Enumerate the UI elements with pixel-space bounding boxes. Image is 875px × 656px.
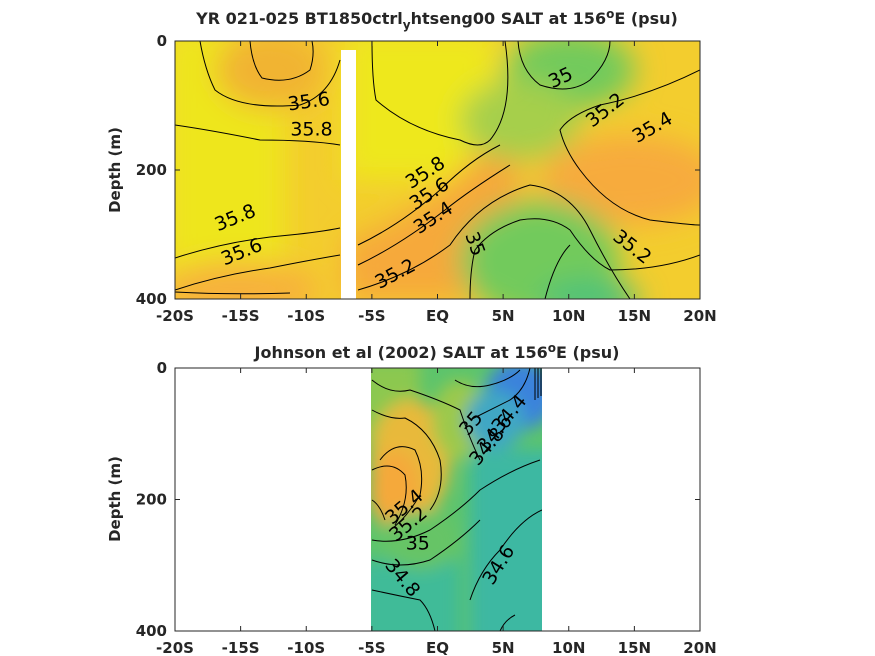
top-y-axis-label: Depth (m) bbox=[106, 127, 124, 213]
top-panel: YR 021-025 BT1850ctrlyhtseng00 SALT at 1… bbox=[106, 7, 717, 325]
x-tick-label: -20S bbox=[156, 307, 194, 325]
y-tick-label: 0 bbox=[157, 32, 167, 50]
x-tick-label: -5S bbox=[358, 307, 385, 325]
y-tick-label: 400 bbox=[136, 290, 167, 308]
bottom-salinity-field bbox=[371, 368, 542, 631]
y-tick-label: 0 bbox=[157, 359, 167, 377]
x-tick-label: 20N bbox=[683, 639, 716, 656]
bottom-contour-lines bbox=[371, 368, 542, 631]
x-tick-label: 10N bbox=[552, 639, 585, 656]
contour-label: 35.8 bbox=[290, 119, 332, 141]
x-tick-label: 15N bbox=[618, 639, 651, 656]
top-x-axis: -20S -15S -10S -5S EQ 5N 10N 15N 20N bbox=[156, 41, 717, 325]
bottom-panel: Johnson et al (2002) SALT at 156oE (psu) bbox=[106, 341, 717, 656]
x-tick-label: EQ bbox=[426, 639, 449, 656]
x-tick-label: EQ bbox=[426, 307, 449, 325]
contour-label: 35 bbox=[406, 533, 430, 555]
x-tick-label: -15S bbox=[222, 307, 260, 325]
x-tick-label: 20N bbox=[683, 307, 716, 325]
x-tick-label: 15N bbox=[618, 307, 651, 325]
top-contour-lines bbox=[175, 41, 700, 299]
y-tick-label: 200 bbox=[136, 161, 167, 179]
y-tick-label: 400 bbox=[136, 622, 167, 640]
bottom-y-axis-label: Depth (m) bbox=[106, 456, 124, 542]
top-data-gap bbox=[341, 50, 356, 300]
bottom-x-axis: -20S -15S -10S -5S EQ 5N 10N 15N 20N bbox=[156, 368, 717, 656]
bottom-y-axis: 0 200 400 bbox=[136, 359, 700, 640]
x-tick-label: -10S bbox=[287, 639, 325, 656]
x-tick-label: 5N bbox=[492, 639, 515, 656]
bottom-panel-title: Johnson et al (2002) SALT at 156oE (psu) bbox=[254, 341, 620, 362]
top-salinity-field bbox=[175, 41, 700, 299]
top-panel-title: YR 021-025 BT1850ctrlyhtseng00 SALT at 1… bbox=[195, 7, 678, 32]
x-tick-label: -5S bbox=[358, 639, 385, 656]
x-tick-label: -10S bbox=[287, 307, 325, 325]
top-y-axis: 0 200 400 bbox=[136, 32, 700, 308]
x-tick-label: -15S bbox=[222, 639, 260, 656]
y-tick-label: 200 bbox=[136, 491, 167, 509]
x-tick-label: 10N bbox=[552, 307, 585, 325]
x-tick-label: 5N bbox=[492, 307, 515, 325]
x-tick-label: -20S bbox=[156, 639, 194, 656]
